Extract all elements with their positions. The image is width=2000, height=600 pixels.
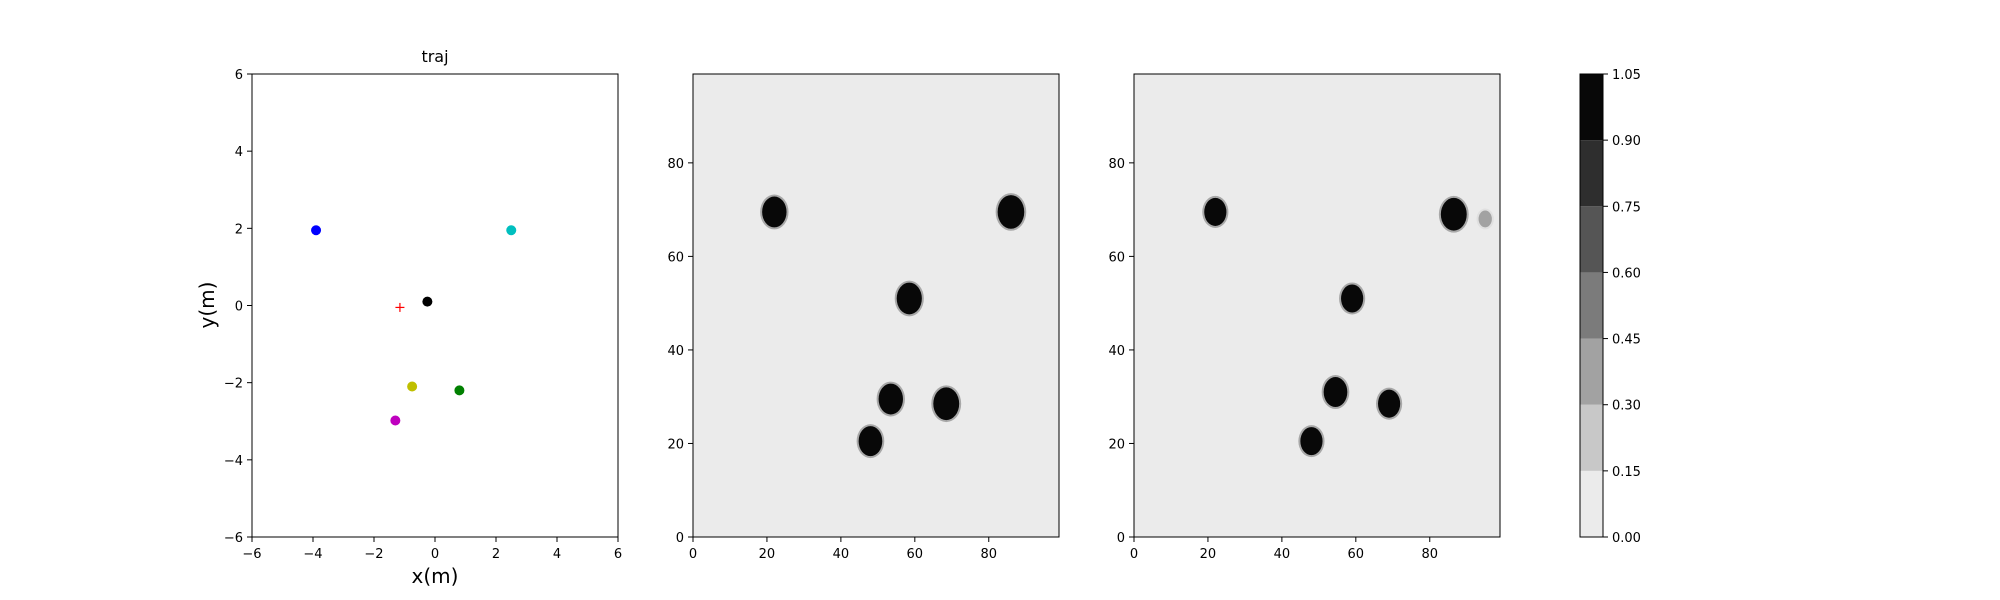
traj-plot-area bbox=[252, 74, 618, 537]
0-x-tick-label: 2 bbox=[492, 547, 500, 562]
heatmap-left-x-ticks: 0 20 40 60 80 bbox=[689, 537, 997, 562]
colorbar-tick-label: 0.30 bbox=[1612, 399, 1641, 414]
trajectory-plot: traj −6 −4 −2 0 2 4 6 −6 −4 −2 0 2 4 6 x(m) y(m) bbox=[195, 47, 622, 588]
colorbar-tick-label: 0.15 bbox=[1612, 465, 1641, 480]
2-x-tick-label: 80 bbox=[1421, 547, 1438, 562]
0-x-tick-label: −4 bbox=[303, 547, 322, 562]
0-y-tick-label: 4 bbox=[235, 145, 243, 160]
2-y-tick-label: 0 bbox=[1117, 531, 1125, 546]
2-x-tick-label: 20 bbox=[1200, 547, 1217, 562]
heatmap-blob bbox=[1341, 284, 1364, 313]
1-y-tick-label: 40 bbox=[667, 344, 684, 359]
colorbar-tick-label: 0.00 bbox=[1612, 531, 1641, 546]
traj-agent-point bbox=[454, 385, 465, 396]
1-y-tick-label: 60 bbox=[667, 250, 684, 265]
2-x-tick-label: 0 bbox=[1130, 547, 1138, 562]
traj-x-ticks: −6 −4 −2 0 2 4 6 bbox=[242, 537, 622, 562]
traj-goal-marker bbox=[395, 302, 405, 312]
heatmap-right-y-ticks: 0 20 40 60 80 bbox=[1108, 157, 1134, 546]
colorbar-tick-label: 0.90 bbox=[1612, 134, 1641, 149]
0-y-tick-label: 6 bbox=[235, 68, 243, 83]
1-x-tick-label: 0 bbox=[689, 547, 697, 562]
heatmap-blob bbox=[1440, 197, 1467, 231]
0-x-tick-label: −2 bbox=[364, 547, 383, 562]
2-x-tick-label: 60 bbox=[1348, 547, 1365, 562]
colorbar-frame bbox=[1579, 73, 1604, 538]
colorbar-tick-label: 0.75 bbox=[1612, 200, 1641, 215]
heatmap-right-background bbox=[1134, 74, 1500, 537]
heatmap-blob bbox=[1378, 389, 1401, 418]
2-y-tick-label: 80 bbox=[1108, 157, 1125, 172]
heatmap-right: 0 20 40 60 80 0 20 40 60 80 bbox=[1108, 73, 1501, 562]
0-y-tick-label: −6 bbox=[224, 531, 243, 546]
0-y-tick-label: 0 bbox=[235, 300, 243, 315]
colorbar-band bbox=[1580, 272, 1603, 339]
colorbar-tick-label: 0.45 bbox=[1612, 333, 1641, 348]
colorbar-tick-label: 1.05 bbox=[1612, 68, 1641, 83]
colorbar-ticks: 0.00 0.15 0.30 0.45 0.60 0.75 0.90 1.05 bbox=[1603, 68, 1641, 546]
2-y-tick-label: 20 bbox=[1108, 437, 1125, 452]
heatmap-left-blobs bbox=[760, 193, 1027, 459]
heatmap-blob bbox=[858, 426, 883, 457]
traj-agent-point bbox=[422, 296, 433, 307]
1-y-tick-label: 80 bbox=[667, 157, 684, 172]
traj-points bbox=[311, 225, 517, 426]
1-x-tick-label: 80 bbox=[980, 547, 997, 562]
colorbar-band bbox=[1580, 470, 1603, 537]
heatmap-blob bbox=[997, 195, 1025, 229]
traj-y-ticks: −6 −4 −2 0 2 4 6 bbox=[224, 68, 252, 546]
heatmap-blob bbox=[1323, 377, 1348, 407]
colorbar-band bbox=[1580, 404, 1603, 471]
colorbar-band bbox=[1580, 338, 1603, 405]
colorbar-bands bbox=[1580, 74, 1603, 537]
traj-x-axis-label: x(m) bbox=[412, 564, 459, 588]
heatmap-blob bbox=[933, 387, 960, 421]
heatmap-blob bbox=[1478, 210, 1492, 228]
0-y-tick-label: 2 bbox=[235, 222, 243, 237]
0-y-tick-label: −4 bbox=[224, 454, 243, 469]
heatmap-blob bbox=[762, 196, 787, 228]
0-x-tick-label: 4 bbox=[553, 547, 561, 562]
traj-y-axis-label: y(m) bbox=[195, 282, 219, 329]
heatmap-blob bbox=[1204, 197, 1227, 226]
1-y-tick-label: 0 bbox=[676, 531, 684, 546]
0-x-tick-label: −6 bbox=[242, 547, 261, 562]
1-x-tick-label: 20 bbox=[759, 547, 776, 562]
heatmap-blob bbox=[1300, 427, 1323, 456]
0-x-tick-label: 0 bbox=[431, 547, 439, 562]
traj-agent-point bbox=[506, 225, 517, 236]
colorbar-band bbox=[1580, 206, 1603, 273]
heatmap-left-background bbox=[693, 74, 1059, 537]
colorbar-tick-label: 0.60 bbox=[1612, 266, 1641, 281]
heatmap-right-x-ticks: 0 20 40 60 80 bbox=[1130, 537, 1438, 562]
heatmap-blob bbox=[896, 282, 922, 315]
heatmap-right-blobs bbox=[1202, 195, 1494, 458]
2-x-tick-label: 40 bbox=[1274, 547, 1291, 562]
heatmap-left-y-ticks: 0 20 40 60 80 bbox=[667, 157, 693, 546]
1-x-tick-label: 40 bbox=[833, 547, 850, 562]
0-x-tick-label: 6 bbox=[614, 547, 622, 562]
traj-agent-point bbox=[390, 415, 401, 426]
colorbar-band bbox=[1580, 140, 1603, 207]
heatmap-right-frame bbox=[1133, 73, 1501, 538]
1-x-tick-label: 60 bbox=[907, 547, 924, 562]
traj-agent-point bbox=[311, 225, 322, 236]
heatmap-left: 0 20 40 60 80 0 20 40 60 80 bbox=[667, 73, 1060, 562]
2-y-tick-label: 60 bbox=[1108, 250, 1125, 265]
colorbar-band bbox=[1580, 74, 1603, 141]
0-y-tick-label: −2 bbox=[224, 377, 243, 392]
colorbar: 0.00 0.15 0.30 0.45 0.60 0.75 0.90 1.05 bbox=[1579, 68, 1641, 546]
2-y-tick-label: 40 bbox=[1108, 344, 1125, 359]
1-y-tick-label: 20 bbox=[667, 437, 684, 452]
heatmap-left-frame bbox=[692, 73, 1060, 538]
heatmap-blob bbox=[878, 383, 903, 415]
traj-title: traj bbox=[421, 47, 448, 66]
traj-agent-point bbox=[407, 381, 418, 392]
